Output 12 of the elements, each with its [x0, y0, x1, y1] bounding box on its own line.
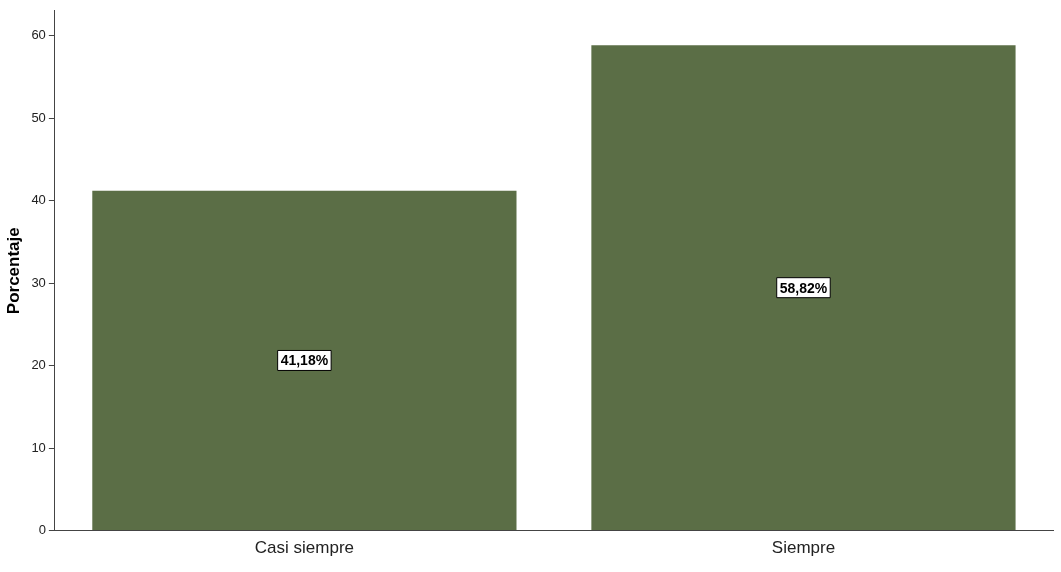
y-tick-label: 0: [38, 522, 46, 538]
y-tick-label: 10: [31, 439, 46, 455]
y-tick-label: 30: [31, 274, 46, 290]
y-tick-label: 50: [31, 109, 46, 125]
data-label: 41,18%: [280, 352, 329, 369]
y-tick-label: 20: [31, 357, 46, 373]
x-tick-label: Siempre: [771, 538, 836, 558]
y-tick-label: 60: [31, 27, 46, 43]
y-axis-title: Porcentaje: [3, 227, 23, 315]
data-label: 58,82%: [779, 279, 828, 296]
y-tick-label: 40: [31, 192, 46, 208]
x-tick-label: Casi siempre: [254, 538, 354, 558]
